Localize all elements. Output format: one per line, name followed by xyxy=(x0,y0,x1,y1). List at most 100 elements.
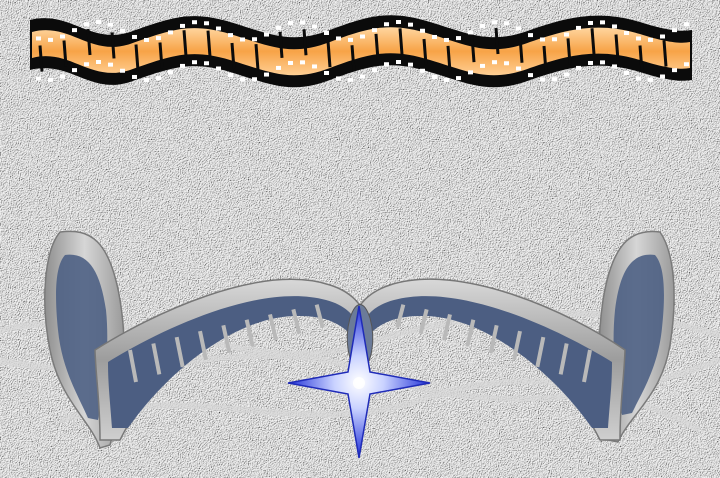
sprocket-hole xyxy=(396,20,401,25)
sprocket-hole xyxy=(84,62,89,67)
sprocket-hole xyxy=(432,34,437,39)
sprocket-hole xyxy=(240,77,245,82)
sprocket-hole xyxy=(96,20,101,25)
sprocket-hole xyxy=(432,74,437,79)
sprocket-hole xyxy=(444,77,449,82)
sprocket-hole xyxy=(660,34,665,39)
film-frame-divider xyxy=(86,28,92,56)
reel-frame-divider xyxy=(512,330,522,361)
film-frame-divider xyxy=(230,42,236,70)
sprocket-hole xyxy=(528,73,533,78)
left-curl-frames xyxy=(56,254,108,420)
sprocket-hole xyxy=(600,60,605,65)
sprocket-hole xyxy=(624,30,629,35)
sprocket-hole xyxy=(576,25,581,30)
film-frame-divider xyxy=(494,27,500,55)
sprocket-hole xyxy=(492,60,497,65)
sprocket-hole xyxy=(576,65,581,70)
sprocket-hole xyxy=(564,32,569,37)
film-frame-divider xyxy=(206,30,212,57)
reel-frame-divider xyxy=(465,319,476,347)
sprocket-hole xyxy=(192,60,197,65)
sprocket-hole xyxy=(252,37,257,42)
film-frame-divider xyxy=(38,45,44,72)
sprocket-hole xyxy=(204,61,209,66)
sprocket-hole xyxy=(84,22,89,27)
sprocket-hole xyxy=(228,73,233,78)
sprocket-hole xyxy=(648,37,653,42)
film-frame-divider xyxy=(62,40,68,67)
film-frame-divider xyxy=(302,29,308,56)
sprocket-hole xyxy=(396,60,401,65)
film-frame-dividers xyxy=(38,27,668,73)
sprocket-hole xyxy=(264,72,269,77)
film-frame-divider xyxy=(326,40,332,68)
reel-frame-divider xyxy=(558,343,569,375)
right-arch-film xyxy=(362,296,612,428)
sprocket-hole xyxy=(552,77,557,82)
film-frame-divider xyxy=(470,36,476,63)
sprocket-hole xyxy=(348,37,353,42)
sprocket-hole xyxy=(588,60,593,65)
film-frame-divider xyxy=(278,31,284,59)
sprocket-hole xyxy=(336,36,341,41)
film-frame-divider xyxy=(542,45,548,73)
film-frame-divider xyxy=(158,42,164,69)
right-curl-frames xyxy=(613,254,664,415)
sprocket-hole xyxy=(660,74,665,79)
reel-frame-divider xyxy=(291,308,302,335)
film-frame-divider xyxy=(590,28,596,55)
sprocket-hole xyxy=(552,37,557,42)
sprocket-hole xyxy=(348,77,353,82)
film-frame-divider xyxy=(518,36,524,63)
film-frame-divider xyxy=(182,30,188,57)
film-frame-divider xyxy=(662,40,668,67)
sprocket-hole xyxy=(108,22,113,27)
sprocket-hole xyxy=(408,62,413,67)
sprocket-hole xyxy=(504,61,509,66)
sprocket-hole xyxy=(216,66,221,71)
film-frame-divider xyxy=(110,32,116,59)
sprocket-hole xyxy=(324,30,329,35)
sprocket-hole xyxy=(312,24,317,29)
sprocket-hole xyxy=(96,60,101,65)
sprocket-hole xyxy=(168,30,173,35)
sprocket-hole xyxy=(636,36,641,41)
sprocket-hole xyxy=(276,25,281,30)
sprocket-hole xyxy=(684,62,689,67)
sprocket-hole xyxy=(36,76,41,81)
sprocket-hole xyxy=(624,70,629,75)
sprocket-hole xyxy=(540,77,545,82)
sprocket-hole xyxy=(264,32,269,37)
sprocket-hole xyxy=(276,65,281,70)
reel-frame-divider xyxy=(268,313,278,341)
sprocket-hole xyxy=(192,20,197,25)
left-arch-film xyxy=(108,296,358,428)
sprocket-hole xyxy=(36,36,41,41)
reel-frame-divider xyxy=(488,324,499,354)
sprocket-hole xyxy=(132,34,137,39)
sprocket-hole xyxy=(612,24,617,29)
film-frame-divider xyxy=(614,34,620,61)
sprocket-hole xyxy=(228,33,233,38)
sprocket-hole xyxy=(372,28,377,33)
sprocket-hole xyxy=(180,23,185,28)
film-frame-divider xyxy=(422,38,428,66)
film-sprocket-holes xyxy=(36,20,689,82)
sprocket-hole xyxy=(108,62,113,67)
sprocket-hole xyxy=(168,70,173,75)
reel-frame-divider xyxy=(395,304,406,329)
sprocket-hole xyxy=(60,34,65,39)
film-frame-divider xyxy=(398,28,404,55)
sprocket-hole xyxy=(180,63,185,68)
sprocket-hole xyxy=(444,37,449,42)
sprocket-hole xyxy=(324,70,329,75)
film-frame-divider xyxy=(254,43,260,71)
reel-frame-dividers xyxy=(128,304,592,383)
sprocket-hole xyxy=(456,76,461,81)
sprocket-hole xyxy=(216,26,221,31)
sprocket-hole xyxy=(360,74,365,79)
film-strip-orange-band xyxy=(32,27,690,76)
sprocket-hole xyxy=(288,20,293,25)
sprocket-hole xyxy=(420,28,425,33)
